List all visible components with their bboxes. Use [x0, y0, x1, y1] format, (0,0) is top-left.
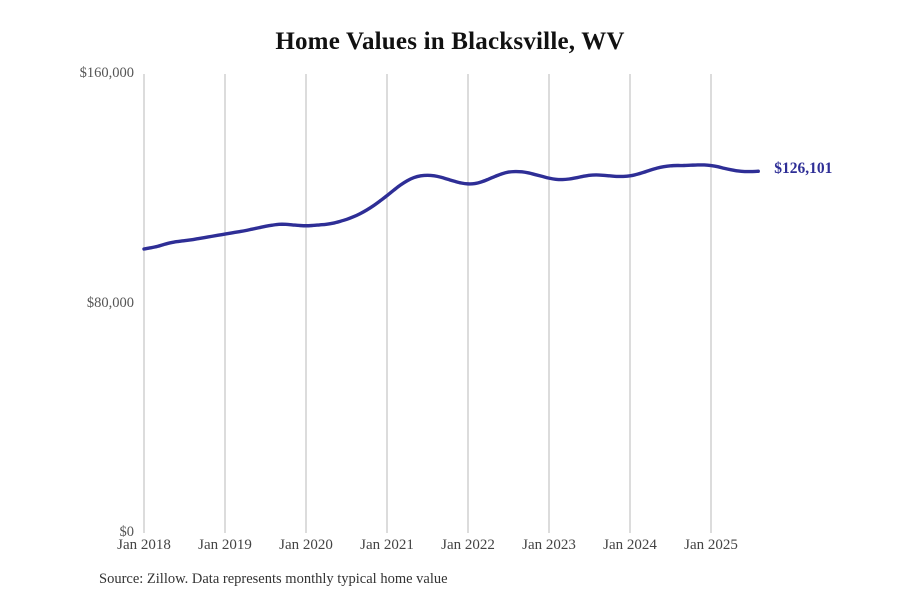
x-axis-tick-label: Jan 2024 [603, 537, 657, 553]
y-axis-tick-label: $0 [119, 524, 135, 540]
y-axis-tick-label: $80,000 [86, 294, 134, 311]
x-axis-tick-label: Jan 2022 [441, 537, 495, 553]
x-axis-tick-label: Jan 2021 [360, 537, 414, 553]
x-axis-tick-label: Jan 2019 [198, 537, 252, 553]
x-axis-tick-label: Jan 2023 [522, 537, 576, 553]
x-axis-tick-label: Jan 2025 [684, 537, 738, 553]
chart-title: Home Values in Blacksville, WV [275, 28, 625, 55]
y-axis-tick-label: $160,000 [79, 65, 134, 81]
gridlines-group [143, 74, 712, 533]
end-value-annotation: $126,101 [774, 160, 833, 178]
home-value-line-series [142, 163, 760, 251]
x-axis-tick-label: Jan 2018 [117, 537, 171, 553]
x-axis-tick-label: Jan 2020 [279, 537, 333, 553]
source-footnote: Source: Zillow. Data represents monthly … [99, 571, 448, 587]
